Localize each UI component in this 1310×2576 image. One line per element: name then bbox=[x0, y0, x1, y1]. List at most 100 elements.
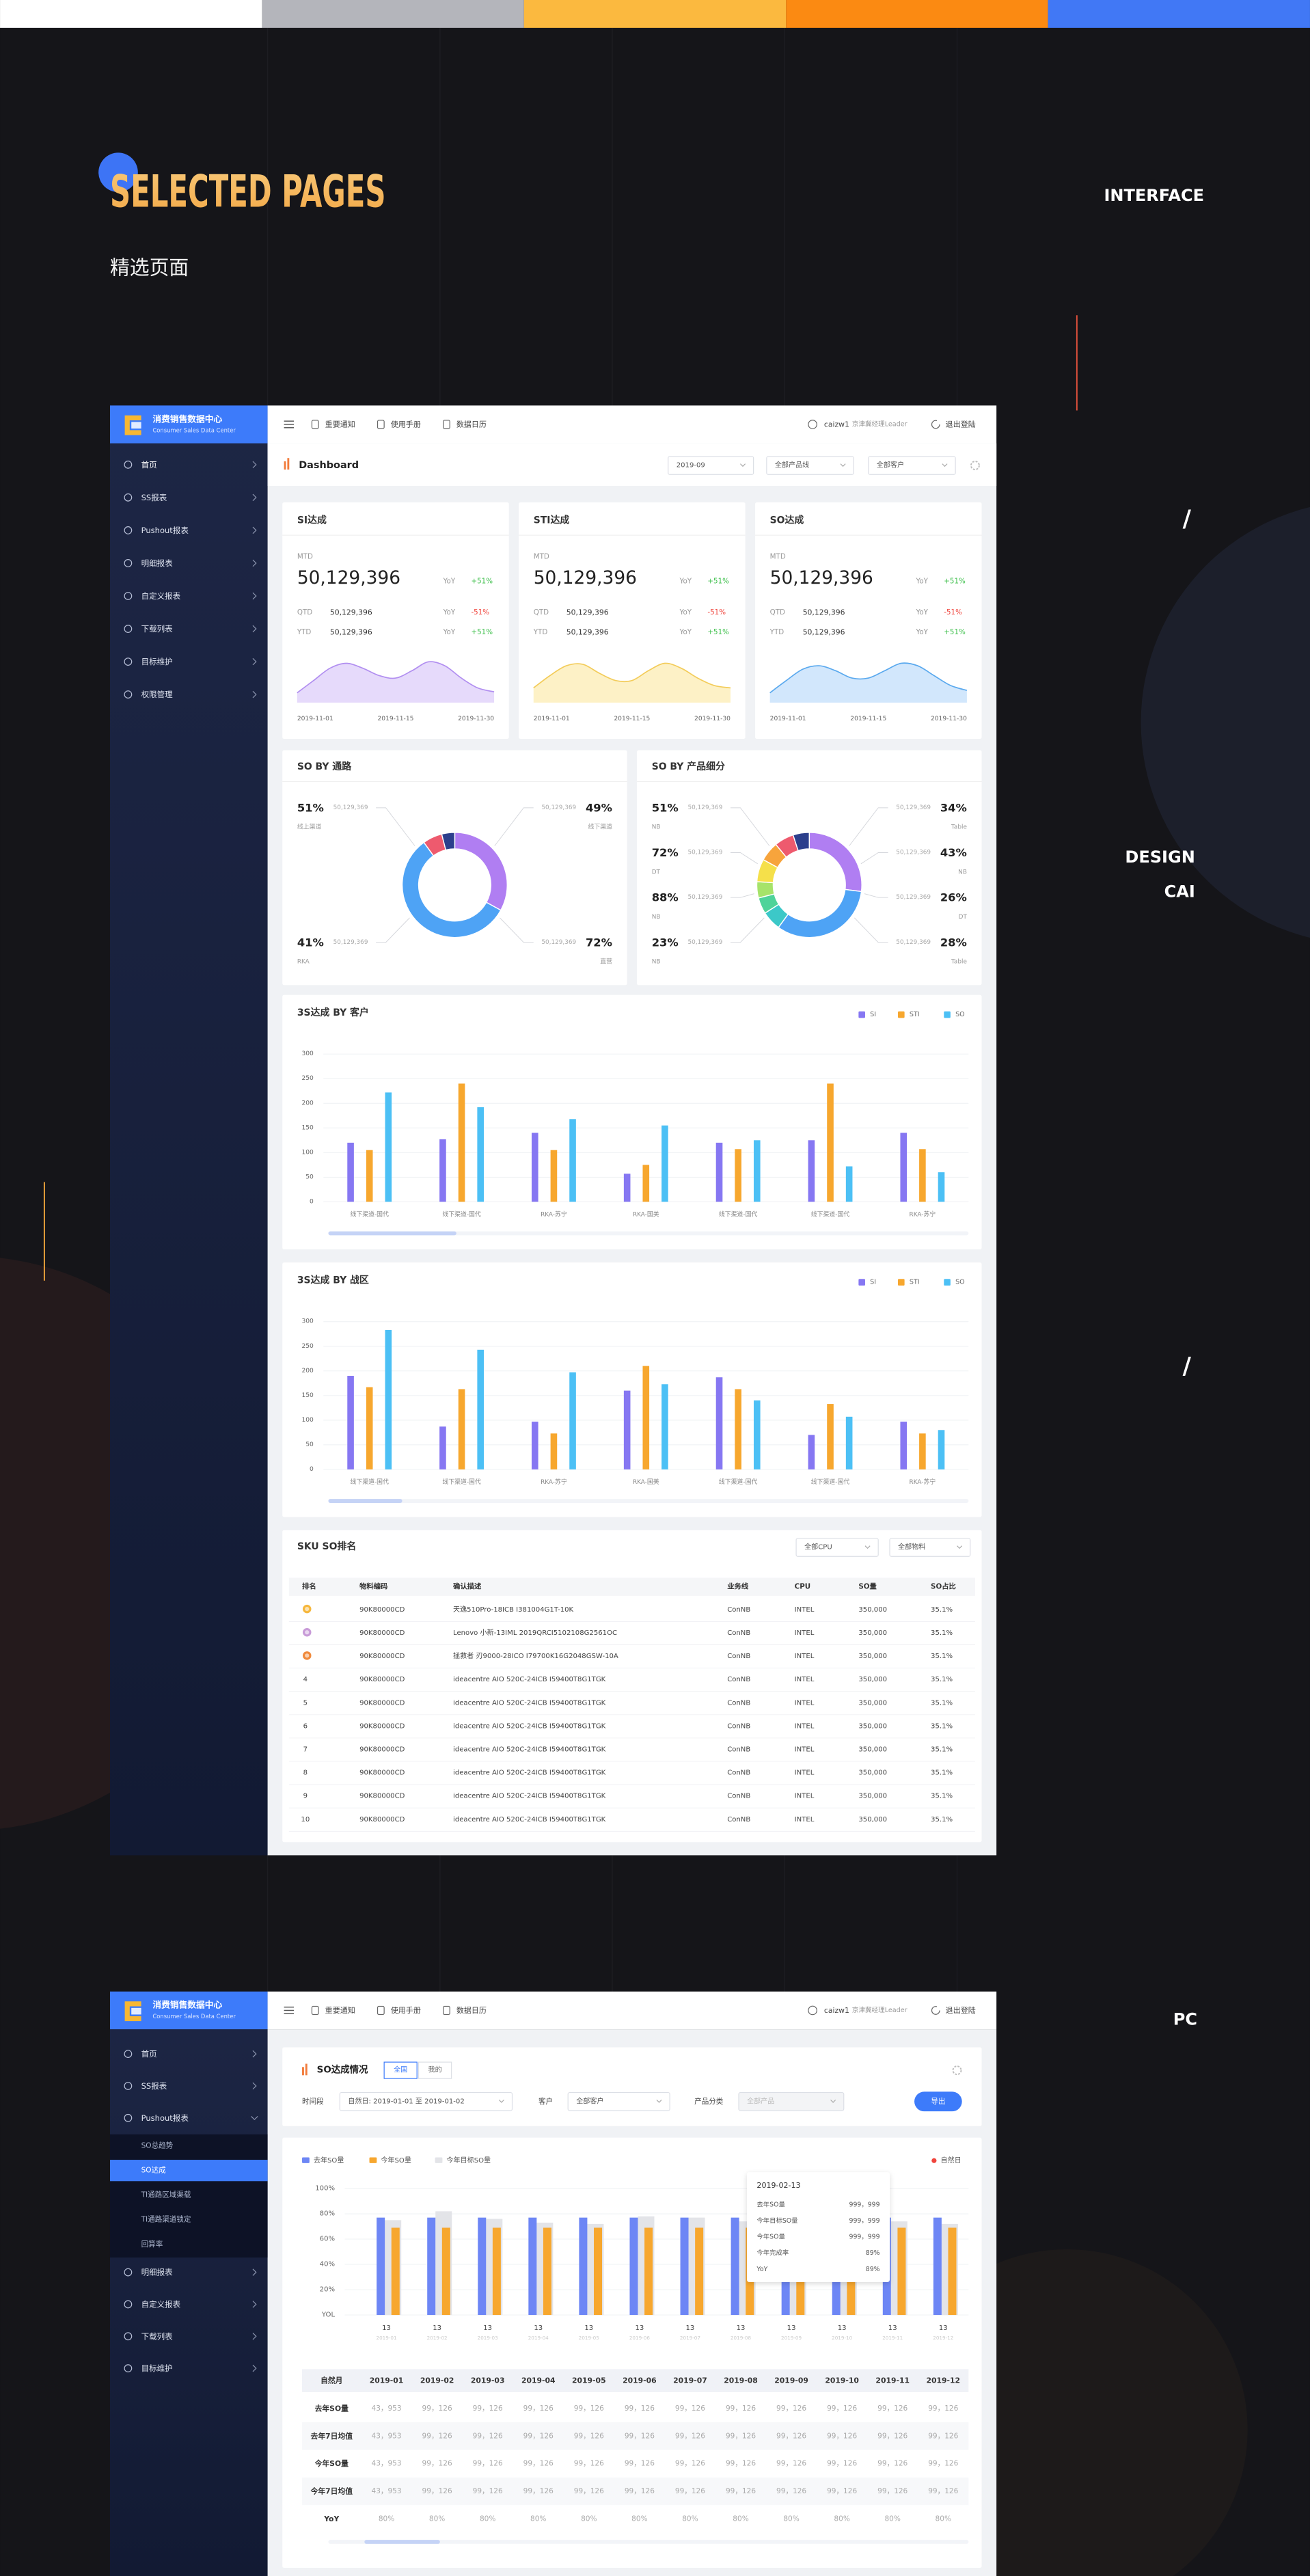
menu-item[interactable]: 目标维护 bbox=[141, 2363, 173, 2373]
submenu-item[interactable]: TI通路渠道锁定 bbox=[141, 2215, 191, 2224]
menu-item[interactable]: 明细报表 bbox=[141, 558, 174, 568]
menu-arrow bbox=[252, 2333, 257, 2340]
menu-item[interactable]: 自定义报表 bbox=[141, 591, 181, 601]
logo-icon bbox=[124, 415, 141, 435]
select[interactable] bbox=[738, 2091, 845, 2111]
bar bbox=[531, 1133, 538, 1202]
bar bbox=[623, 1174, 631, 1202]
menu-item[interactable]: Pushout报表 bbox=[141, 2113, 189, 2123]
rank-medal-inner bbox=[305, 1630, 310, 1635]
legend-swatch bbox=[302, 2157, 310, 2163]
submenu-item[interactable]: TI通路区域渠载 bbox=[141, 2191, 191, 2199]
table-cell: 99，126 bbox=[776, 2487, 806, 2495]
column-header: 业务线 bbox=[727, 1582, 749, 1591]
submenu-item[interactable]: SO达成 bbox=[141, 2167, 167, 2175]
y-tick-label: 60% bbox=[320, 2236, 336, 2243]
scroll-thumb bbox=[328, 1499, 402, 1503]
card bbox=[282, 502, 509, 739]
table-cell: 80% bbox=[936, 2514, 951, 2523]
menu-icon bbox=[124, 559, 133, 567]
nav-item[interactable]: 数据日历 bbox=[456, 2005, 487, 2015]
table-cell: 90K80000CD bbox=[359, 1676, 405, 1683]
select[interactable] bbox=[339, 2091, 513, 2111]
select[interactable] bbox=[868, 456, 956, 475]
table-cell: 350,000 bbox=[858, 1770, 887, 1777]
y-tick-label: 50 bbox=[305, 1441, 314, 1448]
donut-name: 线下渠道 bbox=[588, 823, 613, 831]
card-title: 3S达成 BY 客户 bbox=[297, 1007, 369, 1018]
select[interactable] bbox=[567, 2091, 670, 2111]
y-tick-label: 200 bbox=[301, 1100, 314, 1107]
donut-name: NB bbox=[958, 869, 967, 876]
bar bbox=[808, 1140, 815, 1202]
submenu-item[interactable]: SO总趋势 bbox=[141, 2141, 174, 2150]
bar bbox=[827, 1404, 834, 1469]
nav-item[interactable]: 使用手册 bbox=[391, 419, 421, 429]
nav-item[interactable]: 使用手册 bbox=[391, 2005, 421, 2015]
menu-item[interactable]: 自定义报表 bbox=[141, 2299, 181, 2309]
bar bbox=[938, 1430, 945, 1469]
axis-date: 2019-11-30 bbox=[458, 716, 494, 722]
tab[interactable] bbox=[383, 2061, 418, 2079]
x-tick-label: RKA-苏宁 bbox=[910, 1478, 936, 1486]
donut-amount: 50,129,369 bbox=[896, 850, 931, 856]
table-cell: 99，126 bbox=[625, 2404, 655, 2413]
table-cell: 4 bbox=[303, 1676, 308, 1683]
y-tick-label: 150 bbox=[301, 1392, 314, 1399]
logout[interactable]: 退出登陆 bbox=[946, 2005, 976, 2015]
menu-icon bbox=[124, 690, 133, 699]
kpi-yoy-label: YoY bbox=[679, 608, 692, 616]
table-cell: 10 bbox=[301, 1816, 310, 1823]
bar bbox=[385, 1329, 392, 1469]
y-tick-label: 200 bbox=[301, 1368, 314, 1374]
menu-item[interactable]: 首页 bbox=[141, 2049, 157, 2059]
x-tick-sublabel: 2019-02 bbox=[427, 2335, 448, 2341]
menu-item[interactable]: 下载列表 bbox=[141, 2331, 174, 2341]
menu-icon bbox=[124, 2113, 133, 2122]
submenu-item[interactable]: 回算率 bbox=[141, 2240, 163, 2249]
bar bbox=[919, 1433, 926, 1469]
logout[interactable]: 退出登陆 bbox=[946, 419, 976, 429]
menu-item[interactable]: 下载列表 bbox=[141, 624, 174, 634]
nav-item[interactable]: 数据日历 bbox=[456, 419, 487, 429]
menu-item[interactable]: SS报表 bbox=[141, 2081, 167, 2091]
nav-item[interactable]: 重要通知 bbox=[325, 2005, 355, 2015]
table-cell: 90K80000CD bbox=[359, 1629, 405, 1637]
table-cell: INTEL bbox=[795, 1770, 815, 1777]
logo-icon bbox=[131, 422, 141, 429]
select[interactable] bbox=[795, 1538, 879, 1557]
nav-icon bbox=[443, 420, 450, 429]
donut-segment bbox=[792, 832, 810, 852]
menu-item[interactable]: SS报表 bbox=[141, 493, 167, 502]
menu-item[interactable]: 明细报表 bbox=[141, 2268, 174, 2277]
table-cell: 80% bbox=[429, 2514, 445, 2523]
axis-date: 2019-11-30 bbox=[694, 716, 731, 722]
select-value: 全部产品线 bbox=[775, 461, 809, 470]
table-cell: ConNB bbox=[727, 1699, 750, 1707]
select[interactable] bbox=[668, 456, 754, 475]
table-cell: ConNB bbox=[727, 1606, 750, 1614]
kpi-sub-value: 50,129,396 bbox=[567, 608, 609, 617]
logout-icon bbox=[931, 2006, 940, 2015]
tab[interactable] bbox=[418, 2061, 452, 2079]
bar bbox=[661, 1384, 668, 1469]
bar bbox=[579, 2217, 588, 2316]
select[interactable] bbox=[889, 1538, 971, 1557]
nav-item[interactable]: 重要通知 bbox=[325, 419, 355, 429]
donut-amount: 50,129,369 bbox=[896, 939, 931, 946]
menu-item[interactable]: 首页 bbox=[141, 460, 157, 470]
x-tick-sublabel: 2019-08 bbox=[731, 2335, 751, 2341]
menu-item[interactable]: 目标维护 bbox=[141, 657, 173, 666]
kpi-label: MTD bbox=[534, 552, 549, 560]
bar bbox=[391, 2227, 400, 2316]
select[interactable] bbox=[766, 456, 854, 475]
select-value: 全部产品 bbox=[747, 2096, 774, 2105]
export-button[interactable] bbox=[914, 2091, 962, 2112]
bar bbox=[919, 1149, 926, 1202]
legend-label: 今年目标SO量 bbox=[446, 2156, 491, 2165]
table-cell: 99，126 bbox=[675, 2487, 705, 2495]
kpi-label: MTD bbox=[770, 552, 786, 560]
menu-item[interactable]: 权限管理 bbox=[141, 690, 174, 699]
table-cell: 99，126 bbox=[422, 2487, 452, 2495]
menu-item[interactable]: Pushout报表 bbox=[141, 526, 189, 535]
